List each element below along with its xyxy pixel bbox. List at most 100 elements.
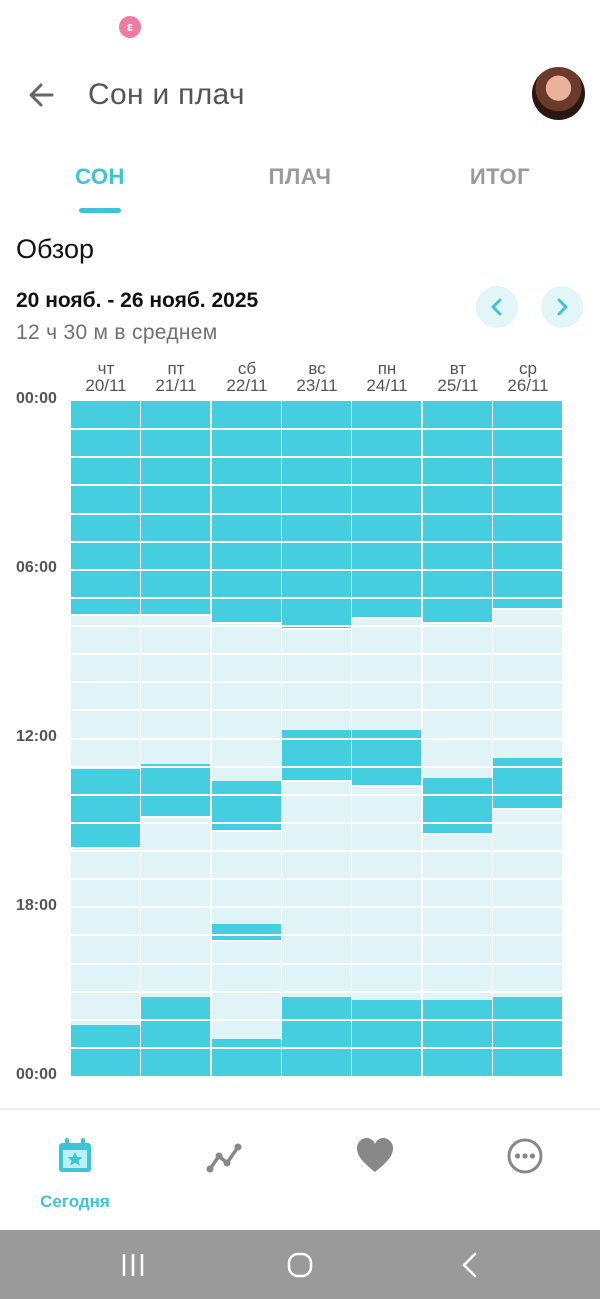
day-column[interactable] [141, 401, 210, 1076]
hour-gridline [493, 456, 562, 459]
heart-icon [357, 1138, 393, 1172]
hour-gridline [493, 878, 562, 881]
hour-gridline [141, 878, 210, 881]
hour-gridline [423, 934, 492, 937]
hour-gridline [141, 596, 210, 599]
sleep-segment[interactable] [212, 401, 281, 624]
sleep-segment[interactable] [352, 401, 421, 618]
day-column[interactable] [423, 401, 492, 1076]
segment-edge [71, 847, 140, 850]
hour-gridline [282, 512, 351, 515]
sleep-segment[interactable] [212, 924, 281, 941]
hour-gridline [493, 962, 562, 965]
recent-apps-icon[interactable] [120, 1252, 146, 1278]
back-button[interactable] [22, 76, 62, 116]
sleep-segment[interactable] [493, 401, 562, 610]
day-column[interactable] [212, 401, 281, 1076]
hour-gridline [141, 765, 210, 768]
hour-gridline [352, 512, 421, 515]
hour-gridline [423, 484, 492, 487]
trend-chart-icon [206, 1143, 242, 1173]
day-weekday: вс [308, 359, 326, 378]
sleep-segment[interactable] [423, 777, 492, 835]
hour-gridline [212, 540, 281, 543]
hour-gridline [282, 850, 351, 852]
tab-cry[interactable]: ПЛАЧ [268, 164, 332, 189]
hour-gridline [71, 765, 140, 768]
hour-gridline [71, 512, 140, 515]
y-axis-label: 18:00 [16, 897, 57, 914]
hour-gridline [141, 456, 210, 459]
hour-gridline [493, 512, 562, 515]
hour-gridline [212, 990, 281, 993]
day-column[interactable] [493, 401, 562, 1076]
sleep-segment[interactable] [141, 401, 210, 615]
sleep-segment[interactable] [282, 997, 351, 1076]
hour-gridline [282, 456, 351, 459]
hour-gridline [212, 512, 281, 515]
hour-gridline [352, 709, 421, 712]
section-title: Обзор [16, 234, 94, 264]
sleep-segment[interactable] [141, 997, 210, 1076]
sleep-segment[interactable] [352, 1000, 421, 1076]
segment-edge [352, 616, 421, 619]
segment-edge [141, 816, 210, 819]
average-sleep: 12 ч 30 м в среднем [16, 321, 218, 344]
nav-more[interactable] [450, 1110, 600, 1232]
tab-summary[interactable]: ИТОГ [469, 164, 531, 189]
hour-gridline [141, 540, 210, 543]
chevron-left-icon [491, 298, 502, 316]
sleep-segment[interactable] [71, 401, 140, 615]
system-back-icon[interactable] [457, 1252, 483, 1278]
sleep-segment[interactable] [282, 401, 351, 629]
hour-gridline [493, 821, 562, 824]
day-column[interactable] [282, 401, 351, 1076]
hour-gridline [212, 1046, 281, 1049]
hour-gridline [282, 484, 351, 487]
segment-edge [212, 940, 281, 942]
sleep-segment[interactable] [423, 1000, 492, 1076]
day-column[interactable] [352, 401, 421, 1076]
hour-gridline [493, 990, 562, 993]
hour-gridline [352, 878, 421, 881]
hour-gridline [71, 878, 140, 881]
hour-gridline [352, 906, 421, 909]
nav-trends[interactable] [150, 1110, 300, 1232]
hour-gridline [141, 737, 210, 740]
nav-favorites[interactable] [300, 1110, 450, 1232]
hour-gridline [212, 456, 281, 459]
next-week-button[interactable] [541, 286, 583, 328]
nav-today[interactable]: Сегодня [0, 1110, 150, 1232]
hour-gridline [141, 568, 210, 571]
hour-gridline [352, 484, 421, 487]
avatar[interactable] [532, 67, 585, 120]
tab-sleep[interactable]: СОН [75, 164, 125, 189]
hour-gridline [352, 540, 421, 543]
hour-gridline [71, 1046, 140, 1049]
segment-edge [423, 622, 492, 625]
y-axis-label: 12:00 [16, 728, 57, 745]
hour-gridline [282, 990, 351, 993]
sleep-segment[interactable] [141, 763, 210, 818]
hour-gridline [423, 906, 492, 909]
y-axis-label: 00:00 [16, 1066, 57, 1083]
sleep-segment[interactable] [71, 769, 140, 849]
day-column[interactable] [71, 401, 140, 1076]
hour-gridline [212, 934, 281, 937]
day-date: 22/11 [226, 376, 268, 395]
sleep-segment[interactable] [71, 1025, 140, 1076]
hour-gridline [71, 681, 140, 684]
sleep-segment[interactable] [423, 401, 492, 624]
segment-edge [493, 608, 562, 611]
sleep-segment[interactable] [212, 1039, 281, 1076]
hour-gridline [282, 428, 351, 431]
home-icon[interactable] [287, 1252, 313, 1278]
sleep-segment[interactable] [493, 997, 562, 1076]
previous-week-button[interactable] [476, 286, 518, 328]
hour-gridline [352, 990, 421, 993]
hour-gridline [141, 934, 210, 937]
hour-gridline [423, 765, 492, 768]
hour-gridline [493, 596, 562, 599]
hour-gridline [141, 962, 210, 965]
hour-gridline [71, 568, 140, 571]
